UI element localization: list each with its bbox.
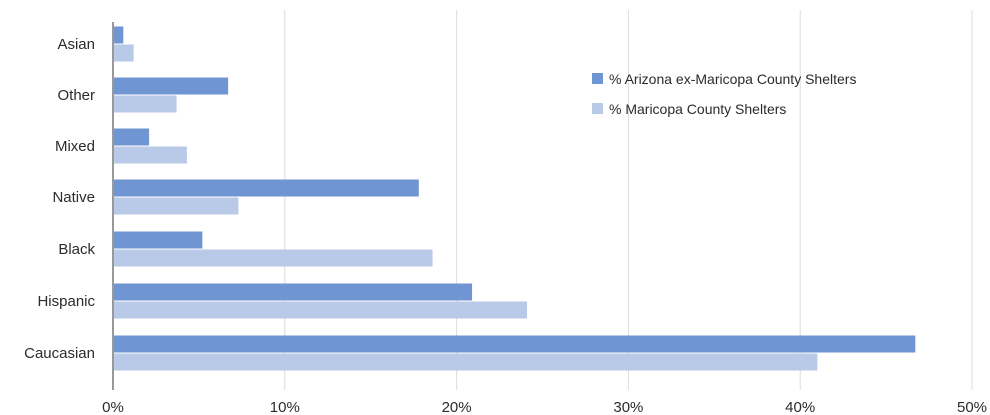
- legend-swatch-series-2: [592, 103, 603, 114]
- category-label: Other: [57, 87, 95, 104]
- category-label: Hispanic: [37, 293, 95, 310]
- x-tick-label: 40%: [785, 399, 815, 415]
- x-tick-label: 30%: [613, 399, 643, 415]
- bar-maricopa-caucasian: [114, 353, 818, 371]
- x-tick-label: 10%: [270, 399, 300, 415]
- legend: % Arizona ex-Maricopa County Shelters % …: [592, 71, 856, 117]
- x-tick-label: 50%: [957, 399, 987, 415]
- legend-label-series-1: % Arizona ex-Maricopa County Shelters: [609, 71, 856, 87]
- category-labels: Asian Other Mixed Native Black Hispanic Caucas…: [24, 36, 95, 362]
- grid-lines: [284, 10, 973, 390]
- category-label: Asian: [57, 36, 95, 53]
- bar-maricopa-other: [114, 95, 177, 113]
- category-label: Black: [58, 241, 95, 258]
- category-label: Mixed: [55, 138, 95, 155]
- bars: [114, 26, 916, 371]
- bar-maricopa-hispanic: [114, 301, 528, 319]
- x-tick-labels: 0% 10% 20% 30% 40% 50%: [102, 399, 987, 415]
- bar-arizona-ex-maricopa-asian: [114, 26, 124, 44]
- bar-maricopa-black: [114, 249, 433, 267]
- bar-arizona-ex-maricopa-hispanic: [114, 283, 473, 301]
- category-label: Caucasian: [24, 345, 95, 362]
- bar-arizona-ex-maricopa-black: [114, 231, 203, 249]
- bar-arizona-ex-maricopa-mixed: [114, 128, 150, 146]
- legend-swatch-series-1: [592, 73, 603, 84]
- legend-label-series-2: % Maricopa County Shelters: [609, 101, 786, 117]
- bar-arizona-ex-maricopa-native: [114, 179, 419, 197]
- bar-arizona-ex-maricopa-caucasian: [114, 335, 916, 353]
- bar-maricopa-native: [114, 197, 239, 215]
- bar-maricopa-mixed: [114, 146, 187, 164]
- bar-maricopa-asian: [114, 44, 134, 62]
- x-tick-label: 0%: [102, 399, 124, 415]
- x-tick-label: 20%: [442, 399, 472, 415]
- category-label: Native: [52, 189, 95, 206]
- bar-arizona-ex-maricopa-other: [114, 77, 229, 95]
